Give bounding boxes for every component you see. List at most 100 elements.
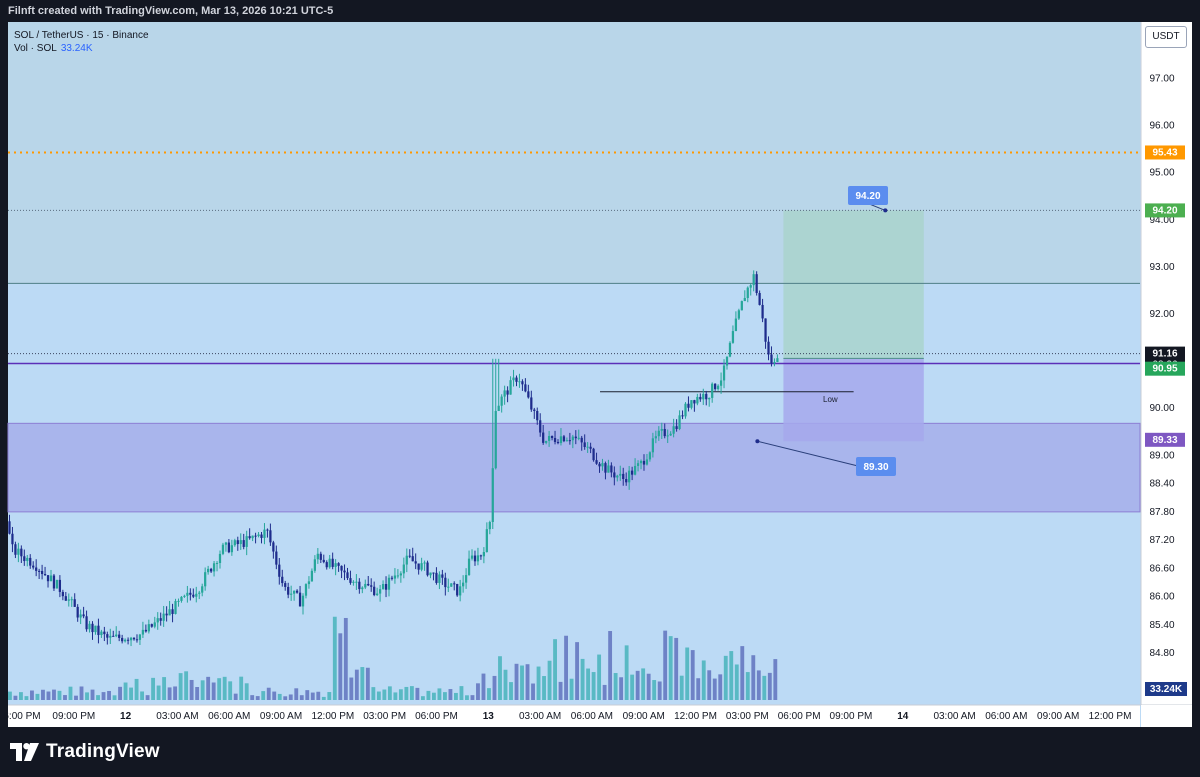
candle: [58, 579, 62, 592]
candle: [737, 310, 740, 319]
candle: [254, 535, 257, 537]
candle: [126, 639, 130, 641]
volume-bar: [657, 681, 662, 700]
time-tick-label: 09:00 AM: [623, 711, 665, 722]
stop-price-badge: [1145, 432, 1185, 447]
candle: [518, 381, 521, 383]
volume-bar: [448, 689, 453, 700]
candle: [503, 390, 506, 397]
candle: [207, 568, 210, 573]
candle: [583, 442, 586, 448]
candle: [40, 570, 44, 575]
candle: [135, 639, 139, 641]
candle: [55, 579, 59, 589]
candle: [76, 606, 79, 618]
candle: [396, 575, 400, 577]
volume-bar: [707, 670, 712, 700]
price-tick-label: 86.60: [1149, 563, 1174, 574]
volume-bar: [68, 686, 73, 700]
volume-bar: [503, 669, 508, 700]
volume-bar: [734, 664, 739, 700]
candle: [239, 540, 242, 545]
volume-bar: [558, 681, 563, 700]
tradingview-logo-icon: [10, 743, 39, 761]
candle: [212, 563, 216, 572]
candle: [109, 635, 112, 638]
volume-bar: [454, 692, 458, 700]
price-tick-label: 90.00: [1149, 403, 1174, 414]
volume-bar: [57, 690, 62, 700]
candle: [115, 634, 118, 637]
volume-bar: [123, 682, 128, 700]
candle: [121, 637, 124, 642]
volume-bar: [261, 691, 266, 700]
candle: [307, 581, 311, 585]
candle: [337, 563, 340, 566]
candle: [660, 428, 663, 431]
candle: [328, 558, 331, 568]
volume-bar: [415, 687, 420, 700]
candle: [349, 578, 352, 583]
candle: [355, 581, 358, 583]
volume-bar: [195, 687, 200, 700]
purple-level-badge-label: 90.95: [1152, 364, 1177, 375]
candle: [515, 377, 518, 382]
volume-bar: [90, 689, 95, 700]
volume-legend: Vol · SOL 33.24K: [14, 42, 149, 55]
volume-bar: [624, 645, 629, 700]
candle: [616, 475, 619, 478]
volume-bar: [46, 691, 51, 700]
target-zone: [783, 210, 924, 359]
candle: [592, 448, 595, 461]
candle: [764, 318, 767, 342]
candle: [186, 592, 189, 596]
candle: [11, 533, 14, 545]
volume-bar: [266, 687, 271, 700]
candle: [494, 410, 497, 469]
target-callout[interactable]: [848, 186, 888, 205]
volume-bar: [635, 670, 640, 700]
stop-callout[interactable]: [856, 457, 896, 476]
time-tick-label: 06:00 PM: [778, 711, 821, 722]
volume-bar: [773, 659, 778, 700]
candle: [189, 592, 192, 595]
time-axis[interactable]: [8, 705, 1140, 727]
volume-bar: [652, 680, 657, 700]
price-chart[interactable]: Low 94.20 89.30 97.00 96.00 95.00 94.00 93.00 92…: [0, 0, 1200, 727]
candle: [716, 385, 720, 390]
candle: [183, 595, 186, 597]
volume-bar: [19, 692, 23, 700]
candle: [378, 589, 382, 594]
candle: [705, 393, 708, 400]
volume-bar: [145, 695, 150, 700]
volume-bar: [233, 693, 238, 700]
candle: [242, 540, 245, 547]
candle: [524, 384, 527, 392]
volume-bar: [118, 686, 122, 700]
low-label: Low: [823, 395, 838, 404]
candle: [103, 631, 106, 635]
candle: [94, 625, 97, 633]
candle: [361, 587, 364, 590]
candle: [73, 599, 76, 607]
candle: [470, 555, 474, 559]
volume-bar: [602, 684, 607, 700]
candle: [628, 470, 631, 483]
candle: [479, 555, 483, 557]
time-tick-label: 12:00 PM: [674, 711, 717, 722]
volume-bar: [74, 695, 78, 700]
symbol-info[interactable]: SOL / TetherUS · 15 · Binance: [14, 30, 149, 41]
volume-bar: [536, 666, 541, 700]
volume-bar: [173, 686, 178, 700]
volume-bar: [288, 694, 293, 700]
tradingview-brand[interactable]: TradingView: [10, 740, 160, 764]
volume-bar: [547, 660, 552, 700]
candle: [17, 548, 20, 555]
candle: [275, 551, 278, 565]
volume-bar: [762, 675, 767, 700]
volume-bar: [35, 693, 40, 700]
currency-unit-button[interactable]: USDT: [1145, 26, 1187, 48]
candle: [364, 583, 367, 588]
volume-bar: [354, 669, 359, 700]
volume-bar: [569, 678, 574, 700]
